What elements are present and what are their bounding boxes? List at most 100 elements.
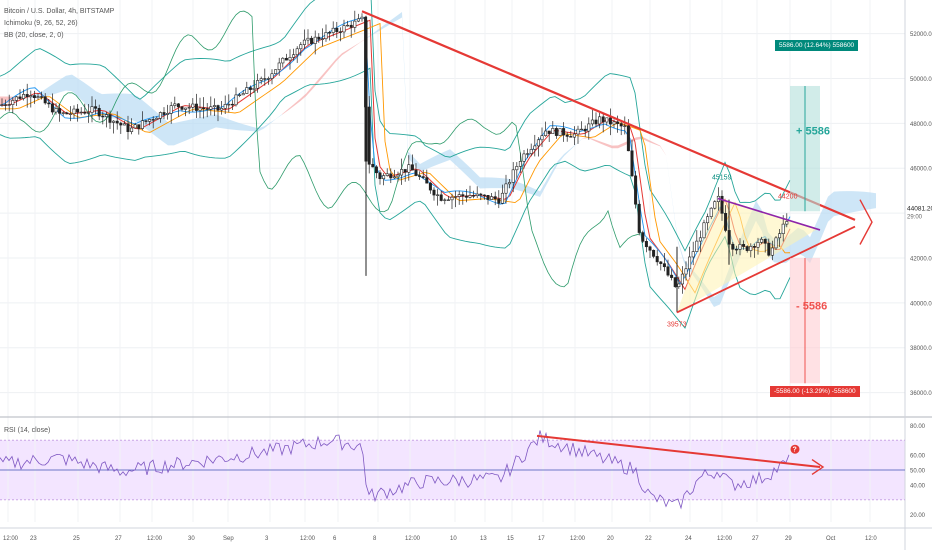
candle-body [302,39,306,45]
bb-upper-line [0,0,791,252]
candle [562,122,566,142]
candle-body [428,182,432,191]
candle-body [374,166,378,174]
down-measure-label: - 5586 [796,301,827,313]
current-price-tag [906,202,932,221]
ichimoku-cloud-segment [264,122,270,129]
candle-body [508,182,512,185]
candle [572,126,576,145]
candle [234,87,238,107]
candle [259,76,263,85]
price-tick-label: 52000.00 [910,32,932,38]
candle [112,120,116,134]
candle-body [317,36,321,40]
candle-body [173,103,177,106]
candle-body [558,128,562,136]
ichimoku-cloud-segment [852,191,858,213]
rsi-legend[interactable]: RSI (14, close) [4,427,51,434]
candle [461,191,465,205]
candle [770,240,774,261]
candle [515,162,519,179]
candle [490,193,494,200]
bb-legend[interactable]: BB (20, close, 2, 0) [4,32,64,39]
candle-body [238,94,242,96]
ichimoku-cloud-segment [54,79,60,95]
ichimoku-cloud-segment [678,240,684,263]
candle [25,83,29,108]
candle-body [94,106,98,109]
time-tick-label: 20 [607,536,614,542]
candle-body [418,175,422,177]
candle [644,238,648,253]
candle-body [666,266,670,276]
ichimoku-cloud-segment [372,29,378,36]
candle-body [547,130,551,134]
candle [320,28,324,47]
ichimoku-cloud-segment [528,186,534,195]
candle [58,103,62,122]
candle [403,169,407,182]
candle [590,109,594,127]
candle [173,96,177,109]
candle [659,260,663,271]
candle-body [734,248,738,251]
candle-body [342,25,346,33]
candle [266,76,270,85]
time-tick-label: 12:00 [147,536,163,542]
symbol-title[interactable]: Bitcoin / U.S. Dollar, 4h, BITSTAMP [4,8,115,15]
candle [238,92,242,98]
candle-body [209,106,213,110]
candle [176,102,180,117]
candle-body [331,27,335,33]
ichimoku-cloud-segment [168,122,174,146]
candle-body [706,216,710,224]
time-tick-label: 12:00 [3,536,19,542]
ichimoku-cloud-segment [210,114,216,130]
candle [230,100,234,111]
candle-body [277,62,281,70]
candle-body [410,164,414,171]
candle [331,21,335,37]
time-tick-label: Sep [223,536,234,542]
candle-body [518,161,522,167]
candle-body [752,246,756,248]
candle [328,30,332,41]
low-price-label: 39573 [667,321,687,328]
candle-body [598,116,602,125]
candle [4,99,8,111]
candle [162,107,166,120]
candle-body [569,136,573,138]
ichimoku-legend[interactable]: Ichimoku (9, 26, 52, 26) [4,20,78,27]
candle-body [533,145,537,150]
candle [205,103,209,118]
candle [547,130,551,142]
candle [749,243,753,258]
ichimoku-cloud-segment [492,177,498,189]
candle [428,181,432,194]
candle-body [529,149,533,154]
ichimoku-cloud-segment [534,188,540,197]
candle [220,101,224,115]
candle-body [259,78,263,81]
rsi-trendline [536,434,821,469]
candle [313,30,317,55]
candle [486,194,490,205]
candle [263,68,267,86]
candle-body [202,107,206,110]
candle [194,93,198,118]
candle-body [392,176,396,179]
candle [742,240,746,250]
candle-body [230,103,234,106]
candle [418,171,422,180]
candle [508,179,512,189]
candle-body [479,193,483,196]
candle-body [475,193,479,197]
ichimoku-cloud-segment [426,157,432,170]
candle [353,10,357,33]
candle-body [216,105,220,111]
candle-body [248,87,252,90]
candle [522,150,526,169]
candle-body [47,102,51,105]
